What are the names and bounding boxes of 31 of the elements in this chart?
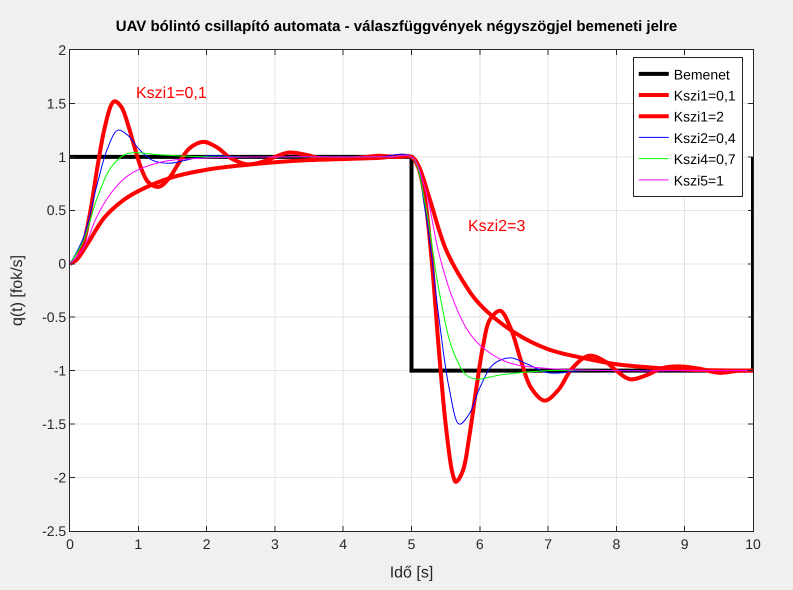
y-tick-label: 1.5 [46,95,66,112]
legend-label: Kszi5=1 [674,172,724,188]
x-tick-label: 10 [745,536,761,552]
legend-label: Bemenet [674,66,730,82]
y-tick-label: 0.5 [46,202,66,218]
x-tick-label: 3 [271,536,279,552]
y-tick-label: -0.5 [42,309,66,326]
y-tick-label: -2 [54,469,66,486]
x-tick-label: 9 [680,536,689,552]
x-tick-label: 6 [476,536,484,552]
y-tick-label: 2 [58,42,66,58]
legend-label: Kszi1=2 [674,108,724,125]
x-tick-label: 4 [339,536,348,552]
x-axis-title: Idő [s] [390,564,434,582]
legend-label: Kszi1=0,1 [674,87,736,104]
annotation: Kszi1=0,1 [136,85,207,102]
legend-label: Kszi4=0,7 [674,151,736,168]
y-tick-label: 0 [58,256,66,272]
x-tick-label: 8 [612,536,620,552]
chart-title: UAV bólintó csillapító automata - válaszfüggvények négyszögjel bemeneti jelre [116,18,678,36]
x-tick-label: 2 [202,536,211,552]
legend-label: Kszi2=0,4 [674,130,736,146]
y-tick-label: -1.5 [42,416,66,432]
annotation: Kszi2=3 [468,218,526,235]
x-tick-label: 1 [134,536,142,552]
y-tick-label: 1 [58,148,66,165]
y-tick-label: -2.5 [42,522,66,539]
x-tick-label: 7 [544,536,552,552]
x-tick-label: 5 [408,536,416,552]
y-axis-title: q(t) [fok/s] [8,254,26,326]
y-tick-label: -1 [54,362,66,379]
